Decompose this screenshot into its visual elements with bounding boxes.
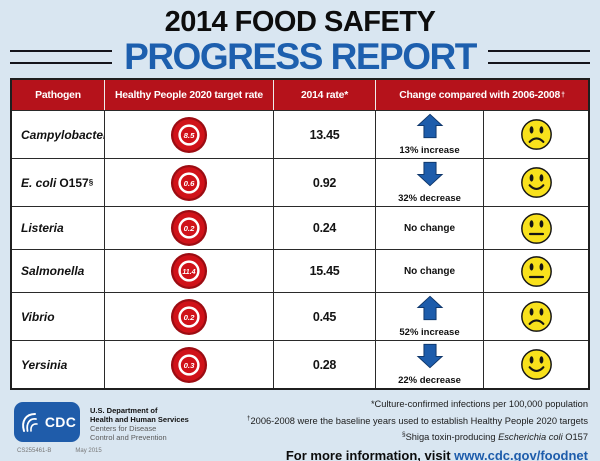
target-rate-cell: 0.6 xyxy=(105,159,274,206)
hhs-eagle-icon xyxy=(22,413,38,432)
dept-line: U.S. Department of xyxy=(90,406,158,415)
page-title: 2014 FOOD SAFETY xyxy=(164,6,436,38)
face-icon xyxy=(520,167,552,198)
face-icon xyxy=(520,119,552,150)
arrow-down-icon xyxy=(416,161,443,187)
rate-value: 0.28 xyxy=(274,341,376,388)
target-rate-cell: 11.4 xyxy=(105,250,274,292)
change-label: No change xyxy=(403,223,456,234)
change-label: No change xyxy=(403,266,456,277)
target-rate-value: 8.5 xyxy=(184,130,195,139)
doc-id: CS255461-B xyxy=(17,448,52,454)
header-2014-rate: 2014 rate* xyxy=(274,80,376,110)
face-icon xyxy=(520,212,552,244)
change-cell: No change xyxy=(376,250,484,292)
target-rate-cell: 8.5 xyxy=(105,111,274,158)
progress-table: Pathogen Healthy People 2020 target rate… xyxy=(10,78,590,390)
more-info-line: For more information, visit www.cdc.gov/… xyxy=(285,447,588,461)
change-cell: 13% increase xyxy=(376,111,484,158)
face-cell xyxy=(484,341,588,388)
target-rate-cell: 0.2 xyxy=(105,293,274,340)
bullseye-target-icon: 0.2 xyxy=(170,298,208,335)
cdc-logo: CDC xyxy=(14,402,80,442)
target-rate-cell: 0.2 xyxy=(105,207,274,249)
bullseye-target-icon: 0.3 xyxy=(170,346,208,383)
change-cell: 52% increase xyxy=(376,293,484,340)
face-icon xyxy=(520,255,552,287)
arrow-up-icon xyxy=(416,113,443,139)
header-change: Change compared with 2006-2008 † xyxy=(376,80,588,110)
pathogen-name: Campylobacter xyxy=(12,111,105,158)
header-change-label: Change compared with 2006-2008 xyxy=(399,89,561,101)
change-cell: 32% decrease xyxy=(376,159,484,206)
pathogen-name: E. coli O157 § xyxy=(12,159,105,206)
target-rate-value: 0.2 xyxy=(184,224,195,233)
change-cell: 22% decrease xyxy=(376,341,484,388)
rate-value: 0.24 xyxy=(274,207,376,249)
decorative-line-left xyxy=(10,49,113,64)
decorative-line-right xyxy=(487,49,590,64)
pathogen-name: Yersinia xyxy=(12,341,105,388)
report-title: PROGRESS REPORT xyxy=(124,36,477,77)
face-cell xyxy=(484,293,588,340)
header-pathogen: Pathogen xyxy=(12,80,105,110)
table-row: E. coli O157 § 0.6 0.92 32% decrease xyxy=(12,158,588,206)
document-meta: CS255461-B May 2015 xyxy=(17,448,102,454)
target-rate-value: 11.4 xyxy=(182,269,195,276)
rate-value: 15.45 xyxy=(274,250,376,292)
change-cell: No change xyxy=(376,207,484,249)
target-rate-value: 0.3 xyxy=(184,360,195,369)
table-row: Vibrio 0.2 0.45 52% increase xyxy=(12,292,588,340)
doc-date: May 2015 xyxy=(75,448,102,454)
change-label: 22% decrease xyxy=(398,375,461,386)
change-label: 52% increase xyxy=(399,327,460,338)
footnote-shiga-toxin: §Shiga toxin-producing Escherichia coli … xyxy=(401,431,588,443)
centers-line: Control and Prevention xyxy=(90,433,167,442)
rate-value: 0.92 xyxy=(274,159,376,206)
report-title-row: PROGRESS REPORT xyxy=(10,38,590,75)
agency-text: U.S. Department of Health and Human Serv… xyxy=(90,406,189,442)
pathogen-name: Salmonella xyxy=(12,250,105,292)
footnotes: *Culture-confirmed infections per 100,00… xyxy=(247,398,588,461)
face-cell xyxy=(484,207,588,249)
bullseye-target-icon: 8.5 xyxy=(170,116,208,153)
bullseye-target-icon: 0.6 xyxy=(170,164,208,201)
face-icon xyxy=(520,349,552,380)
arrow-up-icon xyxy=(416,295,443,321)
table-row: Yersinia 0.3 0.28 22% decrease xyxy=(12,340,588,388)
header-target-rate: Healthy People 2020 target rate xyxy=(105,80,274,110)
target-rate-cell: 0.3 xyxy=(105,341,274,388)
face-cell xyxy=(484,250,588,292)
bullseye-target-icon: 11.4 xyxy=(170,252,208,290)
table-row: Listeria 0.2 0.24 No change xyxy=(12,206,588,249)
face-cell xyxy=(484,159,588,206)
face-icon xyxy=(520,301,552,332)
table-row: Salmonella 11.4 15.45 No change xyxy=(12,249,588,292)
table-header: Pathogen Healthy People 2020 target rate… xyxy=(12,80,588,110)
table-row: Campylobacter 8.5 13.45 13% increase xyxy=(12,110,588,158)
footnote-baseline-years: †2006-2008 were the baseline years used … xyxy=(246,414,588,426)
rate-value: 13.45 xyxy=(274,111,376,158)
cdc-logo-text: CDC xyxy=(44,414,77,430)
pathogen-name: Listeria xyxy=(12,207,105,249)
centers-line: Centers for Disease xyxy=(90,424,157,433)
target-rate-value: 0.2 xyxy=(184,312,195,321)
footnote-culture-confirmed: *Culture-confirmed infections per 100,00… xyxy=(370,399,588,409)
pathogen-name: Vibrio xyxy=(12,293,105,340)
arrow-down-icon xyxy=(416,343,443,369)
rate-value: 0.45 xyxy=(274,293,376,340)
target-rate-value: 0.6 xyxy=(184,178,195,187)
foodnet-link[interactable]: www.cdc.gov/foodnet xyxy=(454,447,588,461)
dept-line: Health and Human Services xyxy=(90,415,189,424)
change-label: 13% increase xyxy=(399,145,460,156)
header-change-dagger: † xyxy=(561,91,565,99)
bullseye-target-icon: 0.2 xyxy=(170,209,208,247)
face-cell xyxy=(484,111,588,158)
change-label: 32% decrease xyxy=(398,193,461,204)
